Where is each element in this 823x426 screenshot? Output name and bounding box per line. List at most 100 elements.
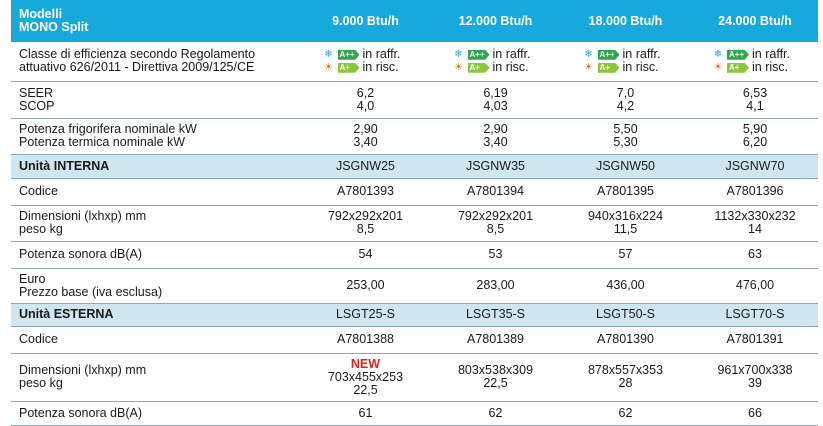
heating-class: ☀ A+ in risc. (584, 60, 659, 75)
snowflake-icon: ❄ (584, 49, 593, 61)
class-badge-heating: A+ (467, 62, 490, 73)
internal-unit-model: JSGNW35 (432, 154, 559, 179)
price-value: 283,00 (432, 268, 559, 304)
heating-class: ☀ A+ in risc. (454, 60, 529, 75)
seer-scop-label: SEER SCOP (11, 81, 299, 119)
internal-dims-label: Dimensioni (lxhxp) mm peso kg (11, 205, 299, 242)
seer-scop-value: 6,19 4,03 (432, 81, 559, 119)
external-sound-value: 61 (299, 401, 432, 426)
external-code-row: Codice A7801388 A7801389 A7801390 A78013… (11, 326, 818, 354)
internal-code-value: A7801396 (692, 178, 818, 206)
external-unit-model: LSGT25-S (299, 303, 432, 327)
external-dims-row: Dimensioni (lxhxp) mm peso kg NEW 703x455… (11, 353, 818, 402)
sun-icon: ☀ (584, 62, 593, 74)
internal-sound-label: Potenza sonora dB(A) (11, 241, 299, 269)
power-value: 5,90 6,20 (692, 118, 818, 155)
internal-unit-model: JSGNW70 (692, 154, 818, 179)
class-badge-cooling: A++ (467, 49, 490, 60)
header-title: Modelli MONO Split (11, 0, 299, 42)
external-sound-value: 62 (432, 401, 559, 426)
external-dims-value: NEW 703x455x253 22,5 (299, 353, 432, 402)
new-badge: NEW (350, 356, 381, 371)
heating-class: ☀ A+ in risc. (324, 60, 399, 75)
class-badge-heating: A+ (597, 62, 620, 73)
sun-icon: ☀ (454, 62, 463, 74)
energy-class-cell: ❄ A++ in raffr. ☀ A+ in risc. (692, 42, 818, 82)
external-dims-value: 803x538x309 22,5 (432, 353, 559, 402)
model-12000: 12.000 Btu/h (432, 0, 559, 42)
seer-scop-value: 6,53 4,1 (692, 81, 818, 119)
external-unit-model: LSGT50-S (559, 303, 692, 327)
snowflake-icon: ❄ (454, 49, 463, 61)
seer-scop-row: SEER SCOP 6,2 4,0 6,19 4,03 7,0 4,2 6,53 4,1 (11, 81, 818, 119)
heating-class: ☀ A+ in risc. (713, 60, 789, 75)
internal-sound-row: Potenza sonora dB(A) 54 53 57 63 (11, 241, 818, 269)
external-sound-value: 66 (692, 401, 818, 426)
internal-dims-value: 940x316x224 11,5 (559, 205, 692, 242)
class-badge-cooling: A++ (727, 49, 749, 60)
power-label: Potenza frigorifera nominale kW Potenza … (11, 118, 299, 155)
cooling-class: ❄ A++ in raffr. (454, 47, 531, 62)
cooling-class: ❄ A++ in raffr. (584, 47, 661, 62)
external-code-label: Codice (11, 326, 299, 354)
internal-unit-model: JSGNW50 (559, 154, 692, 179)
power-value: 2,90 3,40 (432, 118, 559, 155)
cooling-class: ❄ A++ in raffr. (324, 47, 401, 62)
class-badge-heating: A+ (337, 62, 360, 73)
external-sound-value: 62 (559, 401, 692, 426)
price-value: 253,00 (299, 268, 432, 304)
price-row: Euro Prezzo base (iva esclusa) 253,00 28… (11, 268, 818, 304)
power-value: 2,90 3,40 (299, 118, 432, 155)
snowflake-icon: ❄ (713, 49, 723, 61)
energy-class-cell: ❄ A++ in raffr. ☀ A+ in risc. (559, 42, 692, 82)
external-unit-model: LSGT35-S (432, 303, 559, 327)
class-badge-cooling: A++ (337, 49, 360, 60)
header-row: Modelli MONO Split 9.000 Btu/h 12.000 Bt… (11, 0, 818, 42)
sun-icon: ☀ (324, 62, 333, 74)
internal-unit-label: Unità INTERNA (11, 154, 299, 179)
price-value: 476,00 (692, 268, 818, 304)
external-code-value: A7801388 (299, 326, 432, 354)
internal-unit-row: Unità INTERNA JSGNW25 JSGNW35 JSGNW50 JS… (11, 154, 818, 179)
internal-sound-value: 54 (299, 241, 432, 269)
internal-dims-value: 792x292x201 8,5 (432, 205, 559, 242)
external-dims-value: 878x557x353 28 (559, 353, 692, 402)
energy-class-label: Classe di efficienza secondo Regolamento… (11, 42, 299, 82)
class-badge-heating: A+ (727, 62, 749, 73)
sun-icon: ☀ (713, 62, 723, 74)
model-18000: 18.000 Btu/h (559, 0, 692, 42)
external-code-value: A7801390 (559, 326, 692, 354)
internal-code-value: A7801393 (299, 178, 432, 206)
internal-dims-value: 792x292x201 8,5 (299, 205, 432, 242)
seer-scop-value: 6,2 4,0 (299, 81, 432, 119)
external-code-value: A7801391 (692, 326, 818, 354)
price-value: 436,00 (559, 268, 692, 304)
internal-dims-value: 1132x330x232 14 (692, 205, 818, 242)
snowflake-icon: ❄ (324, 49, 333, 61)
energy-class-cell: ❄ A++ in raffr. ☀ A+ in risc. (299, 42, 432, 82)
seer-scop-value: 7,0 4,2 (559, 81, 692, 119)
internal-sound-value: 63 (692, 241, 818, 269)
external-dims-label: Dimensioni (lxhxp) mm peso kg (11, 353, 299, 402)
internal-code-row: Codice A7801393 A7801394 A7801395 A78013… (11, 178, 818, 206)
external-unit-model: LSGT70-S (692, 303, 818, 327)
power-row: Potenza frigorifera nominale kW Potenza … (11, 118, 818, 155)
external-unit-row: Unità ESTERNA LSGT25-S LSGT35-S LSGT50-S… (11, 303, 818, 327)
internal-unit-model: JSGNW25 (299, 154, 432, 179)
model-24000: 24.000 Btu/h (692, 0, 818, 42)
external-dims-value: 961x700x338 39 (692, 353, 818, 402)
external-sound-row: Potenza sonora dB(A) 61 62 62 66 (11, 401, 818, 426)
energy-class-cell: ❄ A++ in raffr. ☀ A+ in risc. (432, 42, 559, 82)
price-label: Euro Prezzo base (iva esclusa) (11, 268, 299, 304)
spec-table: Modelli MONO Split 9.000 Btu/h 12.000 Bt… (11, 0, 818, 426)
internal-code-label: Codice (11, 178, 299, 206)
external-sound-label: Potenza sonora dB(A) (11, 401, 299, 426)
internal-dims-row: Dimensioni (lxhxp) mm peso kg 792x292x20… (11, 205, 818, 242)
model-9000: 9.000 Btu/h (299, 0, 432, 42)
internal-code-value: A7801395 (559, 178, 692, 206)
cooling-class: ❄ A++ in raffr. (713, 47, 790, 62)
header-title-line2: MONO Split (19, 20, 89, 34)
external-unit-label: Unità ESTERNA (11, 303, 299, 327)
power-value: 5,50 5,30 (559, 118, 692, 155)
external-code-value: A7801389 (432, 326, 559, 354)
